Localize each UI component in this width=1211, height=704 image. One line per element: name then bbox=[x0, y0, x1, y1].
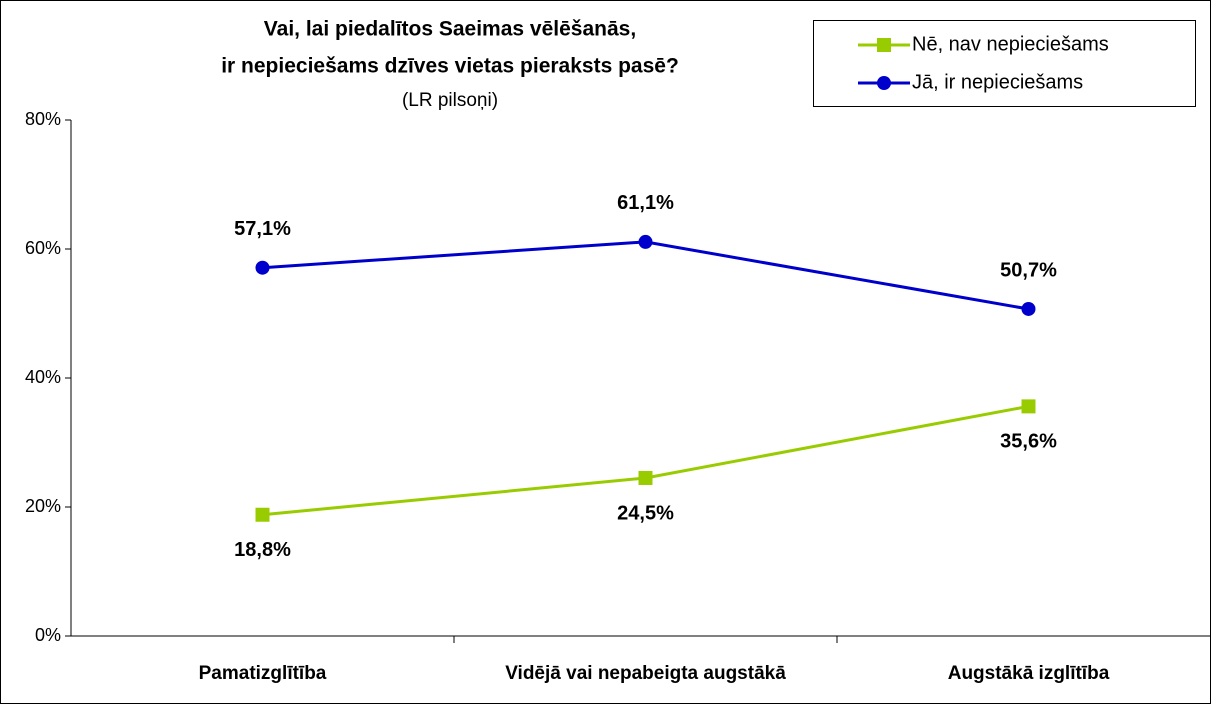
value-label: 61,1% bbox=[617, 192, 674, 214]
marker bbox=[638, 234, 653, 249]
legend-label: Nē, nav nepieciešams bbox=[912, 33, 1109, 55]
marker bbox=[255, 260, 270, 275]
chart-subtitle: (LR pilsoņi) bbox=[402, 90, 498, 111]
legend-box bbox=[813, 20, 1196, 107]
x-tick-label: Vidējā vai nepabeigta augstākā bbox=[505, 663, 786, 684]
y-tick-label: 60% bbox=[25, 238, 61, 258]
chart-title: ir nepieciešams dzīves vietas pieraksts … bbox=[221, 55, 679, 78]
legend-marker bbox=[877, 76, 891, 90]
value-label: 24,5% bbox=[617, 502, 674, 524]
value-label: 35,6% bbox=[1000, 431, 1057, 453]
x-tick-label: Pamatizglītība bbox=[199, 663, 327, 684]
legend-marker bbox=[877, 38, 891, 52]
legend-label: Jā, ir nepieciešams bbox=[912, 71, 1083, 93]
marker bbox=[1021, 399, 1036, 414]
x-tick-label: Augstākā izglītība bbox=[948, 663, 1110, 684]
value-label: 57,1% bbox=[234, 218, 291, 240]
marker bbox=[638, 470, 653, 485]
y-tick-label: 0% bbox=[35, 625, 61, 645]
y-tick-label: 80% bbox=[25, 109, 61, 129]
chart-title: Vai, lai piedalītos Saeimas vēlēšanās, bbox=[264, 18, 636, 41]
value-label: 18,8% bbox=[234, 539, 291, 561]
marker bbox=[255, 507, 270, 522]
marker bbox=[1021, 301, 1036, 316]
value-label: 50,7% bbox=[1000, 259, 1057, 281]
y-tick-label: 20% bbox=[25, 496, 61, 516]
y-tick-label: 40% bbox=[25, 367, 61, 387]
